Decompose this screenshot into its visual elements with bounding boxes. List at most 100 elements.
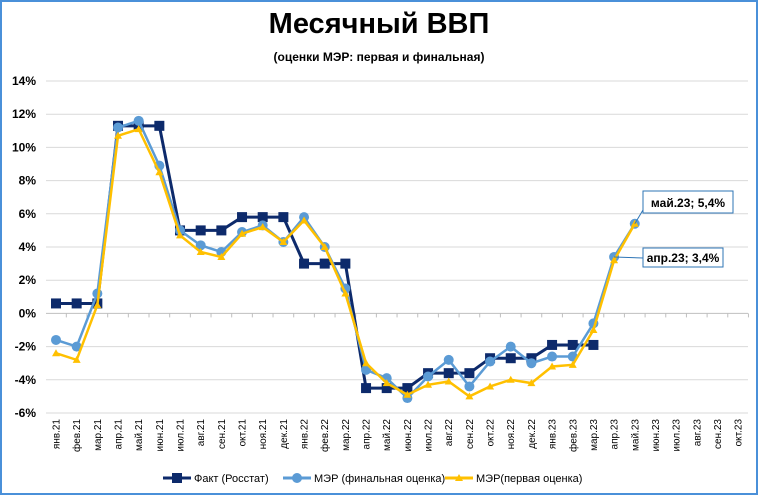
x-tick-label: сен.21 [217, 419, 228, 449]
data-point [196, 247, 205, 255]
data-point [51, 334, 61, 345]
data-point [505, 353, 516, 364]
x-tick-label: дек.22 [527, 419, 538, 449]
data-point [300, 216, 309, 224]
data-point [319, 258, 330, 269]
data-point [423, 371, 434, 382]
y-tick-label: 14% [12, 74, 36, 88]
data-point [93, 301, 102, 309]
annotation-label: апр.23; 3,4% [647, 251, 720, 265]
data-point [278, 212, 289, 223]
data-point [279, 238, 288, 246]
data-point [71, 298, 82, 309]
data-point [464, 381, 475, 392]
x-tick-label: фев.21 [71, 419, 83, 452]
x-tick-label: янв.21 [52, 419, 63, 450]
y-tick-label: 2% [19, 273, 37, 287]
data-point [588, 339, 599, 350]
legend-label: МЭР (финальная оценка) [314, 473, 445, 485]
legend-marker [172, 473, 182, 483]
legend-marker [455, 474, 463, 481]
x-tick-label: фев.22 [319, 419, 331, 452]
data-point [361, 383, 372, 394]
data-point [568, 360, 577, 368]
data-point [238, 229, 247, 237]
data-point [216, 225, 227, 236]
data-point [547, 351, 558, 362]
data-point [258, 223, 267, 231]
y-tick-label: 6% [19, 207, 37, 221]
y-tick-label: 0% [19, 306, 37, 320]
x-tick-label: окт.21 [238, 419, 249, 447]
annotation-label: май.23; 5,4% [651, 196, 725, 210]
x-tick-label: мар.21 [93, 419, 104, 451]
x-tick-label: июн.23 [651, 419, 662, 452]
annotation-leader [634, 209, 644, 225]
data-point [195, 240, 206, 251]
data-point [52, 349, 60, 357]
annotation-box [642, 247, 724, 268]
y-tick-label: 4% [19, 240, 37, 254]
x-tick-label: фев.23 [567, 419, 579, 452]
y-tick-label: -4% [15, 373, 37, 387]
legend-marker [292, 473, 302, 483]
data-point [155, 168, 164, 176]
data-point [403, 390, 412, 398]
data-point [381, 383, 392, 394]
x-tick-label: мар.23 [589, 419, 600, 451]
annotation-box [642, 190, 734, 214]
annotation-leader [614, 256, 644, 259]
data-point [320, 243, 329, 250]
data-point [154, 120, 165, 131]
x-tick-label: май.23 [630, 419, 641, 451]
x-tick-label: окт.23 [734, 419, 745, 447]
data-point [51, 298, 61, 309]
data-point [299, 258, 310, 269]
data-point [505, 341, 516, 352]
legend-label: Факт (Росстат) [194, 473, 269, 485]
data-point [134, 125, 143, 133]
data-point [341, 289, 350, 297]
x-tick-label: апр.21 [114, 419, 125, 450]
x-tick-label: апр.22 [362, 419, 373, 450]
chart-title: Месячный ВВП [268, 8, 490, 40]
data-point [340, 258, 351, 269]
data-point [444, 377, 453, 385]
y-tick-label: 12% [12, 107, 36, 121]
x-tick-label: июн.22 [403, 419, 414, 452]
data-point [464, 368, 475, 379]
x-tick-label: янв.22 [300, 419, 311, 450]
data-point [465, 392, 474, 400]
x-tick-label: авг.22 [444, 419, 455, 447]
data-point [195, 225, 206, 236]
data-point [362, 359, 371, 367]
x-tick-label: апр.23 [610, 419, 621, 450]
x-tick-label: авг.23 [692, 419, 703, 447]
y-tick-label: 10% [12, 140, 36, 154]
data-point [402, 383, 413, 394]
chart-subtitle: (оценки МЭР: первая и финальная) [273, 50, 485, 64]
x-tick-label: июл.22 [424, 419, 435, 452]
data-point [424, 380, 433, 388]
data-point [71, 341, 82, 352]
data-point [547, 339, 558, 350]
data-point [382, 379, 391, 387]
y-tick-label: -2% [15, 340, 37, 354]
data-point [133, 115, 144, 126]
data-point [567, 339, 578, 350]
y-tick-label: -6% [15, 406, 37, 420]
x-tick-label: ноя.22 [506, 419, 517, 450]
x-tick-label: сен.22 [465, 419, 476, 449]
data-point [176, 231, 185, 239]
data-point [610, 256, 619, 264]
legend-label: МЭР(первая оценка) [476, 473, 582, 485]
data-point [548, 362, 557, 370]
data-point [217, 252, 226, 260]
data-point [486, 382, 495, 390]
x-tick-label: ноя.21 [258, 419, 269, 450]
data-point [257, 212, 268, 223]
data-point [443, 368, 454, 379]
x-tick-label: сен.23 [713, 419, 724, 449]
data-point [72, 355, 81, 363]
